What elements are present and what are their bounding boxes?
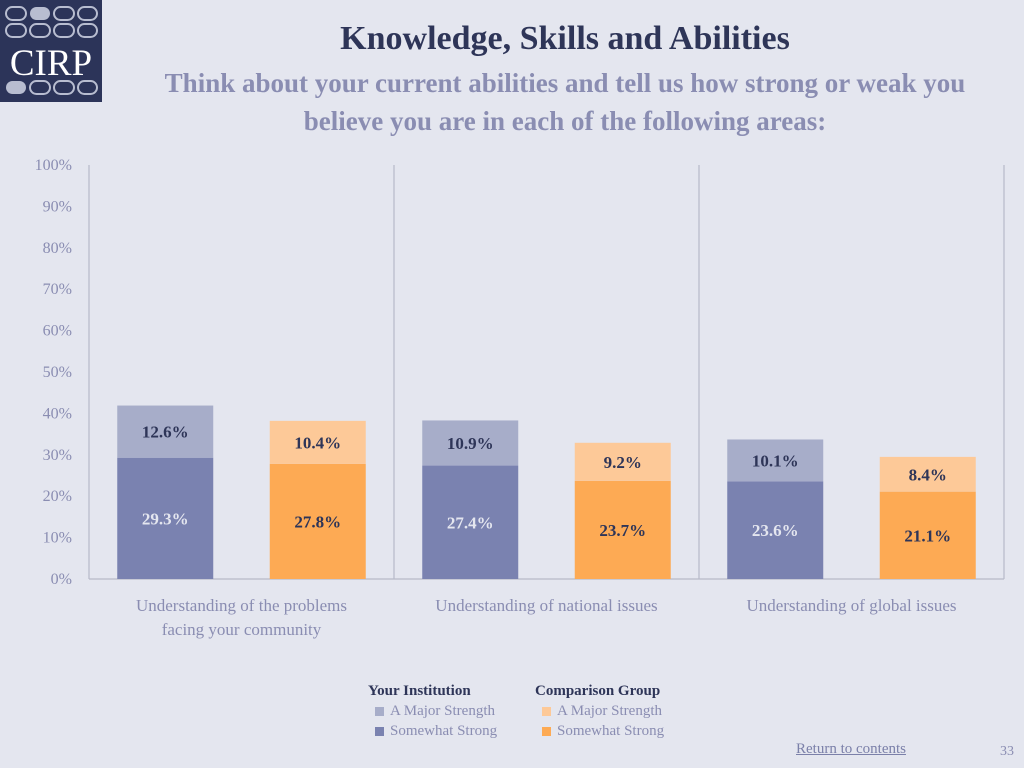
x-category-label: facing your community: [162, 620, 322, 639]
bar-segment: [269, 463, 366, 579]
legend-group-institution: Your Institution A Major Strength Somewh…: [368, 681, 497, 741]
y-tick-label: 40%: [43, 405, 72, 422]
legend-item: Somewhat Strong: [535, 721, 664, 741]
legend-item: A Major Strength: [535, 701, 664, 721]
data-label: 10.1%: [752, 451, 799, 470]
legend-swatch: [542, 727, 551, 736]
legend-header-comparison: Comparison Group: [535, 683, 661, 699]
legend: Your Institution A Major Strength Somewh…: [368, 681, 698, 743]
bar-segment: [574, 442, 671, 481]
data-label: 10.4%: [294, 433, 341, 452]
stacked-bar-chart: 0% 10% 20% 30% 40% 50% 60% 70% 80% 90% 100% 29.3% 12…: [35, 157, 1005, 639]
data-label: 12.6%: [142, 423, 189, 442]
data-label: 27.4%: [447, 513, 494, 532]
logo-text: CIRP: [10, 43, 92, 84]
bar-segment: [422, 465, 519, 579]
legend-label: Somewhat Strong: [390, 723, 498, 739]
data-label: 9.2%: [604, 453, 642, 472]
y-tick-label: 30%: [43, 447, 72, 464]
bar-segment: [727, 439, 824, 482]
bar-segment: [117, 405, 214, 458]
bar-segment: [117, 457, 214, 579]
legend-label: Somewhat Strong: [557, 723, 665, 739]
y-tick-label: 0%: [51, 571, 72, 588]
cirp-logo: CIRP: [0, 0, 102, 102]
y-tick-label: 100%: [35, 157, 72, 174]
legend-label: A Major Strength: [390, 703, 495, 719]
legend-header-institution: Your Institution: [368, 683, 471, 699]
bar-segment: [422, 420, 519, 466]
data-label: 8.4%: [909, 465, 947, 484]
legend-group-comparison: Comparison Group A Major Strength Somewh…: [535, 681, 664, 741]
y-tick-label: 20%: [43, 488, 72, 505]
bar-segment: [879, 491, 976, 579]
legend-item: Somewhat Strong: [368, 721, 497, 741]
bar-segment: [879, 456, 976, 492]
data-label: 27.8%: [294, 512, 341, 531]
y-tick-label: 60%: [43, 323, 72, 340]
legend-swatch: [375, 707, 384, 716]
y-tick-label: 10%: [43, 530, 72, 547]
y-tick-label: 50%: [43, 364, 72, 381]
x-category-label: Understanding of the problems: [136, 596, 347, 615]
x-category-label: Understanding of national issues: [435, 596, 657, 615]
legend-item: A Major Strength: [368, 701, 497, 721]
data-label: 10.9%: [447, 434, 494, 453]
y-tick-label: 70%: [43, 281, 72, 298]
legend-swatch: [542, 707, 551, 716]
legend-swatch: [375, 727, 384, 736]
data-label: 23.7%: [599, 521, 646, 540]
page-number: 33: [1000, 744, 1014, 759]
data-label: 21.1%: [904, 526, 951, 545]
data-label: 23.6%: [752, 521, 799, 540]
bar-segment: [727, 481, 824, 579]
page-subtitle: Think about your current abilities and t…: [164, 68, 966, 136]
page-title: Knowledge, Skills and Abilities: [340, 20, 790, 57]
y-tick-label: 90%: [43, 198, 72, 215]
bar-segment: [574, 480, 671, 579]
y-tick-label: 80%: [43, 240, 72, 257]
bar-segment: [269, 420, 366, 464]
cirp-logo-icon: CIRP: [5, 6, 98, 95]
legend-label: A Major Strength: [557, 703, 662, 719]
return-to-contents-link[interactable]: Return to contents: [796, 741, 906, 757]
data-label: 29.3%: [142, 509, 189, 528]
x-category-label: Understanding of global issues: [746, 596, 956, 615]
